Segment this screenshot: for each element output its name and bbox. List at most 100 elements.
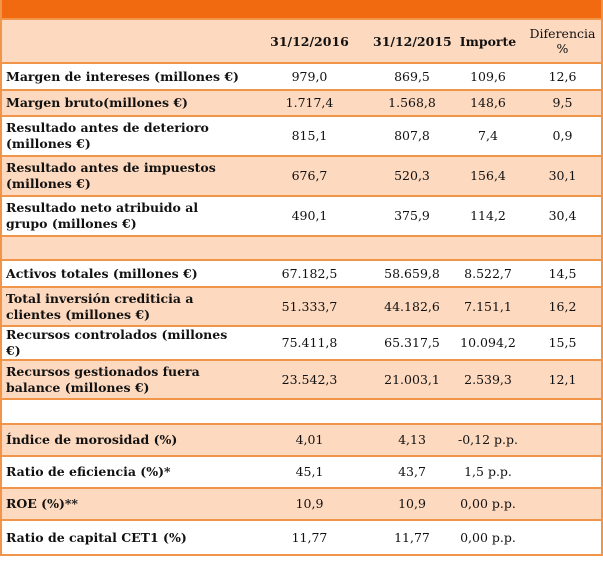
value-2015: 58.659,8 <box>372 260 452 288</box>
table-row: Margen de intereses (millones €) 979,0 869… <box>2 63 601 91</box>
value-2015: 65.317,5 <box>372 326 452 361</box>
value-2015: 43,7 <box>372 456 452 489</box>
value-2016: 67.182,5 <box>247 260 372 288</box>
value-diferencia: 0,9 <box>524 116 601 157</box>
value-diferencia <box>524 520 601 556</box>
value-importe: 0,00 p.p. <box>452 520 524 556</box>
value-2015: 11,77 <box>372 520 452 556</box>
value-2016: 23.542,3 <box>247 360 372 400</box>
value-diferencia: 9,5 <box>524 90 601 117</box>
value-diferencia: 15,5 <box>524 326 601 361</box>
header-row: 31/12/2016 31/12/2015 Importe Diferencia… <box>2 20 601 64</box>
value-2015: 4,13 <box>372 424 452 457</box>
row-label: Resultado neto atribuido al grupo (millo… <box>2 196 247 237</box>
value-2015: 1.568,8 <box>372 90 452 117</box>
value-2016: 11,77 <box>247 520 372 556</box>
row-label: Resultado antes de deterioro (millones €… <box>2 116 247 157</box>
value-2015: 21.003,1 <box>372 360 452 400</box>
header-label <box>2 20 247 64</box>
row-label <box>2 236 247 261</box>
value-2015: 10,9 <box>372 488 452 521</box>
data-table: 31/12/2016 31/12/2015 Importe Diferencia… <box>2 20 601 556</box>
value-importe: 114,2 <box>452 196 524 237</box>
value-2015 <box>372 399 452 425</box>
table-row: Margen bruto(millones €) 1.717,4 1.568,8 14… <box>2 90 601 117</box>
value-importe: 7,4 <box>452 116 524 157</box>
value-2015: 807,8 <box>372 116 452 157</box>
row-label: ROE (%)** <box>2 488 247 521</box>
value-importe: 1,5 p.p. <box>452 456 524 489</box>
value-2016: 1.717,4 <box>247 90 372 117</box>
header-diferencia-line2: % <box>556 41 569 56</box>
table-row <box>2 399 601 425</box>
value-2016: 676,7 <box>247 156 372 197</box>
value-2016 <box>247 236 372 261</box>
header-diferencia-line1: Diferencia <box>529 26 596 41</box>
table-row: Recursos controlados (millones €) 75.411,… <box>2 326 601 361</box>
row-label: Resultado antes de impuestos (millones €… <box>2 156 247 197</box>
table-row: Resultado neto atribuido al grupo (millo… <box>2 196 601 237</box>
row-label: Total inversión crediticia a clientes (m… <box>2 287 247 327</box>
value-diferencia <box>524 424 601 457</box>
financial-summary-table: 31/12/2016 31/12/2015 Importe Diferencia… <box>0 0 603 556</box>
value-importe: 7.151,1 <box>452 287 524 327</box>
value-2015: 869,5 <box>372 63 452 91</box>
value-2015: 375,9 <box>372 196 452 237</box>
value-2016: 75.411,8 <box>247 326 372 361</box>
value-diferencia: 12,1 <box>524 360 601 400</box>
value-importe <box>452 236 524 261</box>
value-2015: 44.182,6 <box>372 287 452 327</box>
value-importe: 148,6 <box>452 90 524 117</box>
table-row: Ratio de eficiencia (%)* 45,1 43,7 1,5 p.p. <box>2 456 601 489</box>
value-diferencia: 30,1 <box>524 156 601 197</box>
value-importe <box>452 399 524 425</box>
table-row: Índice de morosidad (%) 4,01 4,13 -0,12 p.p… <box>2 424 601 457</box>
value-2016: 815,1 <box>247 116 372 157</box>
row-label <box>2 399 247 425</box>
table-row <box>2 236 601 261</box>
row-label: Índice de morosidad (%) <box>2 424 247 457</box>
value-importe: 156,4 <box>452 156 524 197</box>
value-diferencia: 12,6 <box>524 63 601 91</box>
value-2016: 4,01 <box>247 424 372 457</box>
value-importe: 2.539,3 <box>452 360 524 400</box>
header-importe: Importe <box>452 20 524 64</box>
value-diferencia <box>524 399 601 425</box>
value-2016: 979,0 <box>247 63 372 91</box>
value-importe: 8.522,7 <box>452 260 524 288</box>
value-diferencia: 16,2 <box>524 287 601 327</box>
table-row: ROE (%)** 10,9 10,9 0,00 p.p. <box>2 488 601 521</box>
value-diferencia: 30,4 <box>524 196 601 237</box>
value-2015 <box>372 236 452 261</box>
header-diferencia: Diferencia% <box>524 20 601 64</box>
value-importe: 10.094,2 <box>452 326 524 361</box>
value-2016: 51.333,7 <box>247 287 372 327</box>
row-label: Recursos controlados (millones €) <box>2 326 247 361</box>
table-row: Total inversión crediticia a clientes (m… <box>2 287 601 327</box>
orange-header-bar <box>2 0 601 20</box>
value-diferencia: 14,5 <box>524 260 601 288</box>
table-row: Resultado antes de impuestos (millones €… <box>2 156 601 197</box>
value-diferencia <box>524 456 601 489</box>
table-row: Activos totales (millones €) 67.182,5 58.6… <box>2 260 601 288</box>
value-diferencia <box>524 488 601 521</box>
value-2016: 45,1 <box>247 456 372 489</box>
table-row: Ratio de capital CET1 (%) 11,77 11,77 0,00 … <box>2 520 601 556</box>
value-2015: 520,3 <box>372 156 452 197</box>
header-2016: 31/12/2016 <box>247 20 372 64</box>
header-2015: 31/12/2015 <box>372 20 452 64</box>
row-label: Recursos gestionados fuera balance (mill… <box>2 360 247 400</box>
value-importe: 0,00 p.p. <box>452 488 524 521</box>
row-label: Activos totales (millones €) <box>2 260 247 288</box>
table-row: Resultado antes de deterioro (millones €… <box>2 116 601 157</box>
value-importe: 109,6 <box>452 63 524 91</box>
value-2016: 490,1 <box>247 196 372 237</box>
row-label: Ratio de eficiencia (%)* <box>2 456 247 489</box>
value-importe: -0,12 p.p. <box>452 424 524 457</box>
value-2016: 10,9 <box>247 488 372 521</box>
value-diferencia <box>524 236 601 261</box>
table-row: Recursos gestionados fuera balance (mill… <box>2 360 601 400</box>
value-2016 <box>247 399 372 425</box>
row-label: Margen de intereses (millones €) <box>2 63 247 91</box>
row-label: Ratio de capital CET1 (%) <box>2 520 247 556</box>
